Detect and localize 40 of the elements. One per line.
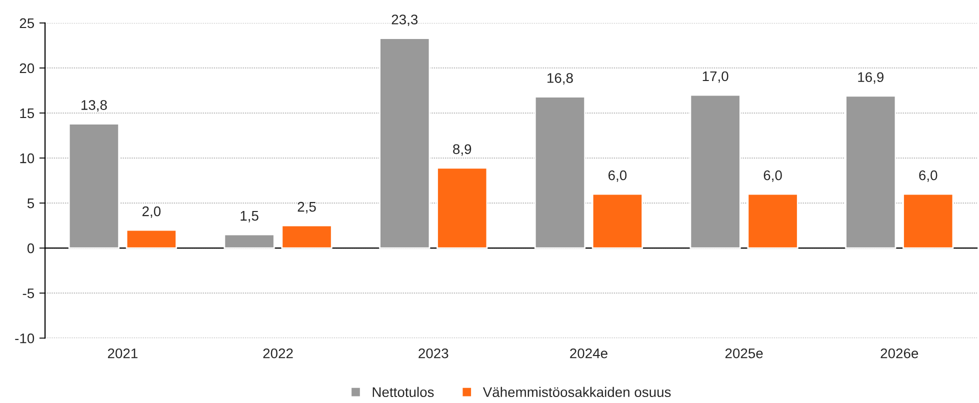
bar: [281, 224, 332, 249]
bar: [436, 167, 488, 249]
bar: [68, 123, 120, 249]
data-label: 13,8: [82, 100, 107, 112]
x-tick-label: 2022: [263, 348, 293, 358]
bar: [902, 193, 954, 249]
bar: [534, 96, 586, 249]
legend-label: Vähemmistöosakkaiden osuus: [482, 386, 671, 398]
y-tick-label: 20: [20, 63, 34, 74]
data-label: 6,0: [764, 170, 782, 182]
y-tick-label: 15: [20, 108, 34, 118]
x-tick-label: 2025e: [725, 348, 763, 358]
data-label: 6,0: [919, 170, 938, 182]
legend-label: Nettotulos: [372, 386, 434, 398]
bar: [379, 38, 430, 249]
data-label: 8,9: [453, 144, 472, 156]
bar: [845, 95, 896, 249]
y-tick-label: 25: [20, 18, 34, 28]
data-label: 2,5: [298, 202, 316, 214]
x-tick-label: 2023: [418, 348, 448, 358]
x-tick-label: 2026e: [880, 348, 918, 358]
bar: [747, 193, 798, 249]
y-tick-label: 5: [27, 198, 34, 208]
data-label: 1,5: [240, 211, 258, 222]
y-tick-label: 10: [20, 153, 34, 164]
y-tick-label: -10: [15, 333, 34, 344]
data-label: 16,8: [548, 73, 573, 85]
data-label: 2,0: [142, 206, 161, 218]
bar: [224, 234, 275, 249]
y-tick-label: 0: [27, 243, 34, 254]
bar: [690, 94, 741, 249]
x-tick-label: 2021: [108, 348, 138, 358]
data-label: 6,0: [608, 170, 627, 182]
x-tick-label: 2024e: [570, 348, 608, 358]
data-label: 16,9: [858, 72, 884, 84]
data-label: 17,0: [702, 71, 728, 83]
bar: [592, 193, 643, 249]
y-tick-label: -5: [22, 288, 34, 298]
bar: [126, 229, 177, 249]
data-label: 23,3: [392, 14, 418, 26]
